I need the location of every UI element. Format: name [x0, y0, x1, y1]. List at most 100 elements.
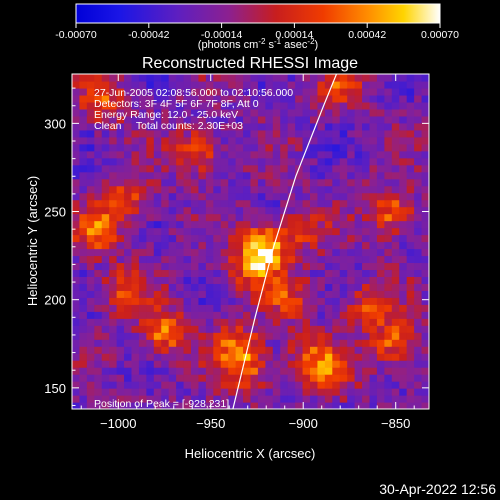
heatmap-cell: [198, 332, 207, 340]
heatmap-cell: [153, 150, 162, 159]
heatmap-cell: [406, 234, 415, 243]
heatmap-cell: [183, 290, 192, 298]
heatmap-cell: [287, 297, 296, 305]
heatmap-cell: [213, 255, 222, 264]
heatmap-cell: [146, 255, 155, 264]
heatmap-cell: [131, 318, 140, 326]
heatmap-cell: [198, 171, 207, 180]
heatmap-cell: [168, 199, 177, 208]
heatmap-cell: [287, 290, 296, 298]
heatmap-cell: [131, 381, 140, 389]
heatmap-cell: [213, 248, 222, 257]
heatmap-cell: [161, 339, 170, 347]
heatmap-cell: [86, 269, 95, 277]
heatmap-cell: [317, 74, 326, 82]
heatmap-cell: [109, 185, 118, 194]
heatmap-cell: [191, 311, 200, 319]
heatmap-cell: [339, 339, 348, 347]
heatmap-cell: [421, 199, 429, 208]
heatmap-cell: [86, 332, 95, 340]
heatmap-cell: [347, 94, 356, 103]
heatmap-cell: [362, 192, 371, 201]
heatmap-cell: [213, 346, 222, 354]
heatmap-cell: [94, 136, 103, 145]
heatmap-cell: [406, 108, 415, 117]
heatmap-cell: [421, 360, 429, 368]
heatmap-cell: [198, 388, 207, 396]
heatmap-cell: [86, 234, 95, 243]
heatmap-cell: [72, 325, 81, 333]
heatmap-cell: [302, 241, 311, 250]
heatmap-cell: [131, 178, 140, 187]
heatmap-cell: [272, 143, 281, 152]
heatmap-cell: [198, 122, 207, 131]
heatmap-cell: [362, 283, 371, 291]
heatmap-cell: [302, 178, 311, 187]
heatmap-cell: [250, 108, 259, 117]
heatmap-cell: [220, 157, 229, 166]
heatmap-cell: [161, 178, 170, 187]
heatmap-cell: [124, 220, 133, 229]
heatmap-cell: [376, 122, 385, 131]
heatmap-cell: [176, 304, 185, 312]
heatmap-cell: [79, 206, 88, 215]
heatmap-cell: [310, 325, 319, 333]
heatmap-cell: [317, 157, 326, 166]
heatmap-cell: [369, 339, 378, 347]
heatmap-cell: [339, 122, 348, 131]
heatmap-cell: [198, 101, 207, 110]
heatmap-cell: [406, 346, 415, 354]
heatmap-cell: [287, 101, 296, 110]
heatmap-cell: [213, 227, 222, 236]
heatmap-cell: [250, 297, 259, 305]
heatmap-cell: [257, 304, 266, 312]
heatmap-cell: [295, 185, 304, 194]
heatmap-cell: [72, 185, 81, 194]
heatmap-cell: [384, 150, 393, 159]
heatmap-cell: [79, 402, 88, 409]
heatmap-cell: [324, 388, 333, 396]
heatmap-cell: [205, 129, 214, 138]
heatmap-cell: [421, 283, 429, 291]
heatmap-cell: [94, 206, 103, 215]
heatmap-cell: [228, 276, 237, 284]
heatmap-cell: [287, 241, 296, 250]
heatmap-cell: [384, 143, 393, 152]
heatmap-cell: [220, 94, 229, 103]
heatmap-cell: [265, 80, 274, 89]
heatmap-cell: [399, 353, 408, 361]
heatmap-cell: [324, 353, 333, 361]
heatmap-cell: [347, 80, 356, 89]
heatmap-cell: [94, 220, 103, 229]
heatmap-cell: [265, 213, 274, 222]
heatmap-cell: [302, 248, 311, 257]
heatmap-cell: [79, 318, 88, 326]
heatmap-cell: [161, 94, 170, 103]
heatmap-cell: [384, 353, 393, 361]
heatmap-cell: [79, 234, 88, 243]
heatmap-cell: [406, 241, 415, 250]
heatmap-cell: [198, 276, 207, 284]
heatmap-cell: [317, 115, 326, 124]
heatmap-cell: [369, 192, 378, 201]
heatmap-cell: [339, 395, 348, 403]
heatmap-cell: [391, 262, 400, 271]
heatmap-cell: [213, 136, 222, 145]
heatmap-cell: [138, 227, 147, 236]
heatmap-cell: [257, 374, 266, 382]
heatmap-cell: [86, 318, 95, 326]
heatmap-cell: [257, 381, 266, 389]
heatmap-cell: [138, 262, 147, 271]
heatmap-cell: [183, 318, 192, 326]
heatmap-cell: [168, 276, 177, 284]
heatmap-cell: [124, 136, 133, 145]
heatmap-cell: [86, 143, 95, 152]
heatmap-cell: [94, 150, 103, 159]
heatmap-cell: [243, 318, 252, 326]
heatmap-cell: [362, 171, 371, 180]
heatmap-cell: [131, 290, 140, 298]
heatmap-cell: [176, 311, 185, 319]
heatmap-cell: [384, 178, 393, 187]
heatmap-cell: [101, 255, 110, 264]
heatmap-cell: [191, 150, 200, 159]
